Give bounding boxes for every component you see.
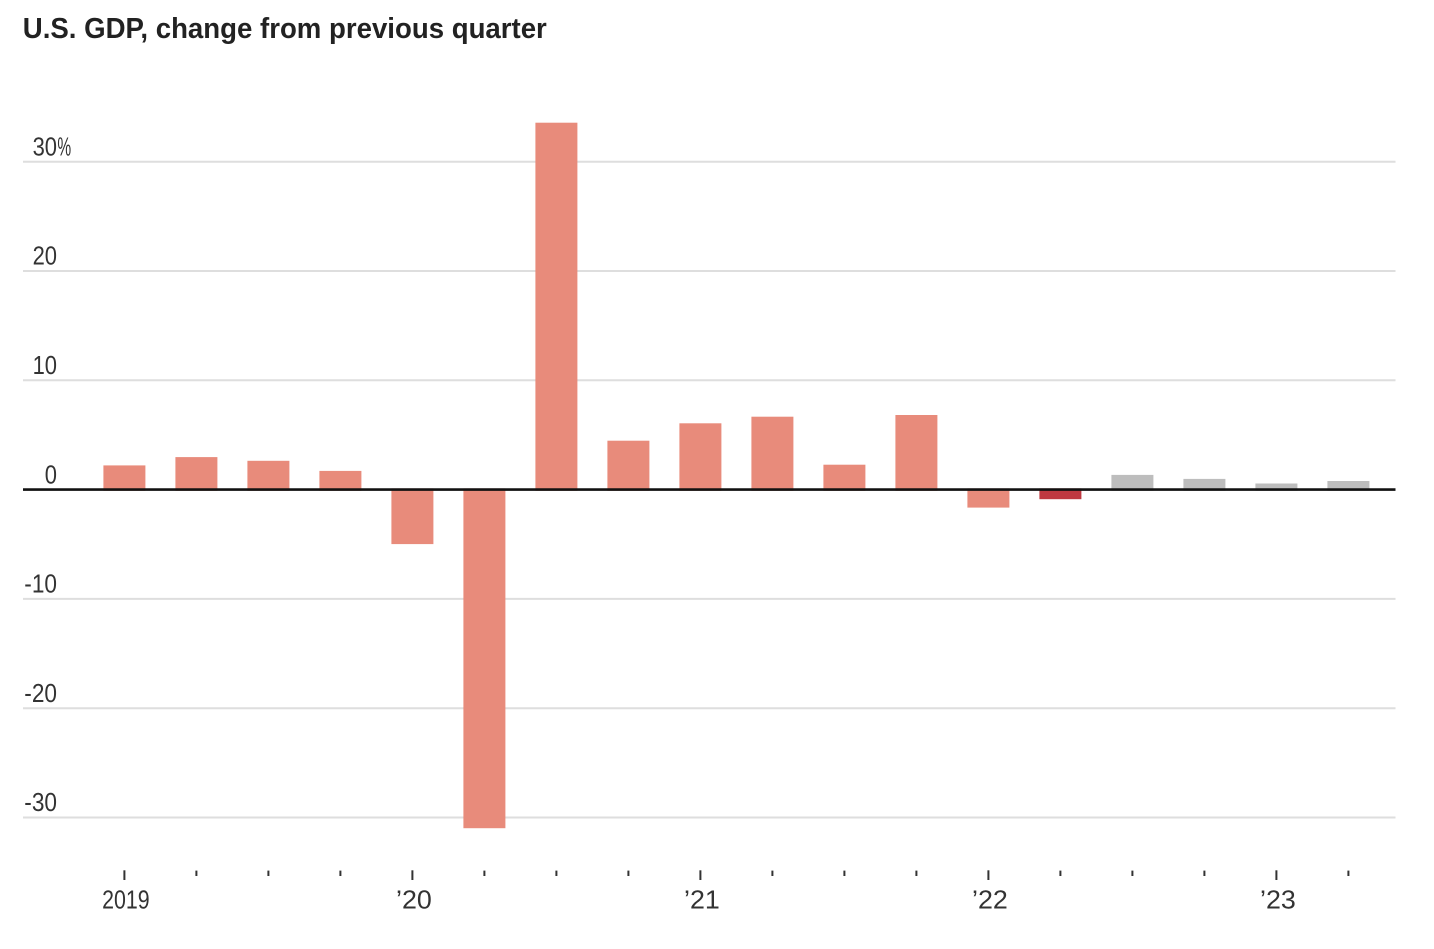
svg-text:’22: ’22 xyxy=(972,885,1008,915)
svg-text:’20: ’20 xyxy=(396,885,432,915)
svg-text:%: % xyxy=(57,131,71,161)
svg-text:’21: ’21 xyxy=(684,885,720,915)
svg-text:’23: ’23 xyxy=(1260,885,1296,915)
svg-text:20: 20 xyxy=(33,241,57,271)
svg-text:0: 0 xyxy=(45,459,57,489)
svg-text:U.S. GDP, change from previous: U.S. GDP, change from previous quarter xyxy=(23,13,547,45)
svg-text:-30: -30 xyxy=(24,787,57,817)
svg-text:2019: 2019 xyxy=(102,885,150,915)
svg-text:-20: -20 xyxy=(24,678,57,708)
svg-text:10: 10 xyxy=(33,350,57,380)
svg-text:-10: -10 xyxy=(24,569,57,599)
svg-text:30: 30 xyxy=(33,131,57,161)
